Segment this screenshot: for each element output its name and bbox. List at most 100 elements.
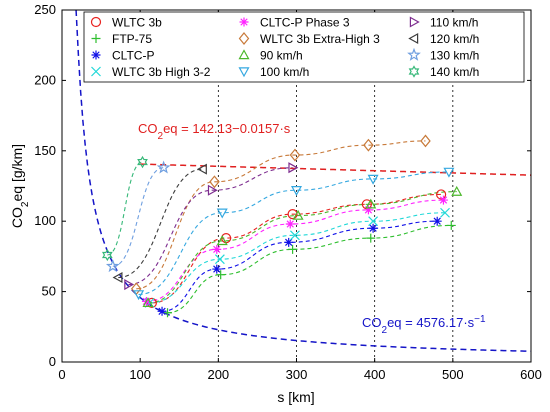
y-tick-label: 250 [34, 2, 56, 17]
trend-lines [107, 140, 457, 314]
legend-label-90-km-h: 90 km/h [260, 49, 303, 63]
vertical-guides [217, 10, 454, 362]
legend-marker-110-km-h [409, 16, 420, 28]
point-cltc-p-phase-3-2 [285, 219, 295, 229]
point-wltc-3b-extra-high-3-3 [363, 138, 374, 152]
legend-marker-130-km-h [407, 47, 421, 61]
y-axis-label: CO2eq [g/km] [9, 144, 31, 228]
point-cltc-p-phase-3-4 [438, 195, 448, 205]
point-wltc-3b-2 [287, 209, 298, 220]
x-tick-label: 200 [207, 367, 229, 382]
legend-label-wltc-3b-high-3-2: WLTC 3b High 3-2 [112, 65, 211, 79]
trend-line-130-km-h [112, 167, 164, 267]
point-90-km-h-0 [142, 297, 154, 308]
x-tick-label: 600 [520, 367, 542, 382]
point-ftp-75-4 [446, 220, 456, 230]
point-wltc-3b-extra-high-3-1 [209, 175, 220, 189]
point-100-km-h-0 [133, 290, 145, 301]
trend-line-120-km-h [118, 168, 203, 279]
point-110-km-h-2 [288, 162, 299, 174]
x-tick-label: 400 [364, 367, 386, 382]
legend-label-100-km-h: 100 km/h [260, 65, 309, 79]
y-tick-label: 200 [34, 72, 56, 87]
point-120-km-h-0 [112, 272, 123, 284]
point-100-km-h-1 [216, 208, 228, 219]
y-tick-label: 100 [34, 213, 56, 228]
point-ftp-75-2 [288, 244, 298, 254]
point-wltc-3b-high-3-2-1 [214, 254, 225, 265]
x-tick-label: 0 [58, 367, 65, 382]
legend-label-ftp-75: FTP-75 [112, 32, 152, 46]
point-ftp-75-1 [216, 270, 226, 280]
legend-marker-wltc-3b-high-3-2 [91, 66, 101, 77]
fit-curve-linear [140, 163, 532, 176]
legend-marker-wltc-3b-extra-high-3 [238, 32, 250, 45]
legend-marker-cltc-p [91, 50, 101, 60]
x-tick-label: 500 [442, 367, 464, 382]
legend-label-110-km-h: 110 km/h [430, 16, 478, 30]
point-90-km-h-3 [365, 198, 377, 209]
point-cltc-p-0 [157, 306, 167, 316]
point-cltc-p-3 [368, 223, 378, 233]
point-140-km-h-0 [101, 248, 113, 262]
point-cltc-p-4 [432, 216, 442, 226]
legend-label-wltc-3b-extra-high-3: WLTC 3b Extra-High 3 [260, 32, 380, 46]
point-130-km-h-1 [156, 160, 171, 174]
point-110-km-h-1 [207, 184, 218, 196]
legend-label-130-km-h: 130 km/h [430, 49, 479, 63]
legend-marker-100-km-h [238, 67, 250, 78]
trend-line-wltc-3b [151, 193, 442, 304]
x-tick-label: 300 [286, 367, 308, 382]
point-cltc-p-phase-3-1 [212, 244, 222, 254]
point-90-km-h-4 [451, 185, 463, 196]
point-wltc-3b-extra-high-3-2 [289, 148, 301, 162]
y-tick-label: 50 [42, 284, 56, 299]
x-axis-label: s [km] [277, 389, 314, 405]
legend-label-cltc-p-phase-3: CLTC-P Phase 3 [260, 16, 350, 30]
point-ftp-75-0 [163, 308, 173, 318]
trend-line-140-km-h [107, 161, 143, 256]
fit-label-linear: CO2eq = 142.13−0.0157·s [138, 121, 291, 142]
trend-line-ftp-75 [167, 224, 452, 314]
legend-label-cltc-p: CLTC-P [112, 49, 154, 63]
point-90-km-h-2 [292, 209, 304, 220]
legend-marker-cltc-p-phase-3 [239, 17, 249, 27]
legend-label-140-km-h: 140 km/h [430, 65, 479, 79]
x-tick-label: 100 [129, 367, 151, 382]
point-110-km-h-0 [124, 279, 135, 291]
point-130-km-h-0 [105, 259, 120, 273]
point-cltc-p-2 [284, 237, 294, 247]
data-markers [101, 134, 463, 318]
point-wltc-3b-high-3-2-4 [440, 207, 450, 218]
point-90-km-h-1 [216, 235, 228, 246]
fit-label-inverse: CO2eq = 4576.17·s−1 [362, 314, 486, 336]
trend-line-wltc-3b-extra-high-3 [136, 140, 426, 290]
point-cltc-p-phase-3-3 [363, 205, 373, 215]
point-100-km-h-4 [443, 167, 455, 178]
point-wltc-3b-high-3-2-3 [368, 216, 379, 227]
point-wltc-3b-high-3-2-2 [290, 230, 300, 241]
trend-line-90-km-h [147, 191, 457, 304]
y-tick-label: 0 [49, 354, 56, 369]
x-axis-ticks: 0 100 200 300 400 500 600 [58, 10, 542, 382]
trend-line-100-km-h [138, 171, 449, 295]
point-wltc-3b-extra-high-3-4 [420, 134, 431, 148]
legend-marker-140-km-h [408, 65, 420, 78]
point-wltc-3b-4 [436, 189, 447, 200]
legend-label-120-km-h: 120 km/h [430, 32, 479, 46]
point-cltc-p-1 [212, 264, 222, 274]
y-axis-ticks: 0 50 100 150 200 250 [34, 2, 531, 369]
legend-marker-wltc-3b [90, 16, 102, 28]
point-ftp-75-3 [366, 233, 376, 243]
point-100-km-h-2 [290, 186, 303, 196]
point-100-km-h-3 [367, 174, 379, 185]
legend-marker-120-km-h [408, 32, 419, 45]
legend-marker-ftp-75 [91, 34, 101, 43]
y-tick-label: 150 [34, 143, 56, 158]
point-140-km-h-1 [137, 155, 148, 169]
legend: WLTC 3b FTP-75 CLTC-P WLTC 3b High 3-2 CLTC-… [83, 11, 525, 83]
legend-box [83, 11, 525, 83]
legend-label-wltc-3b: WLTC 3b [112, 16, 162, 30]
point-120-km-h-1 [196, 163, 207, 175]
